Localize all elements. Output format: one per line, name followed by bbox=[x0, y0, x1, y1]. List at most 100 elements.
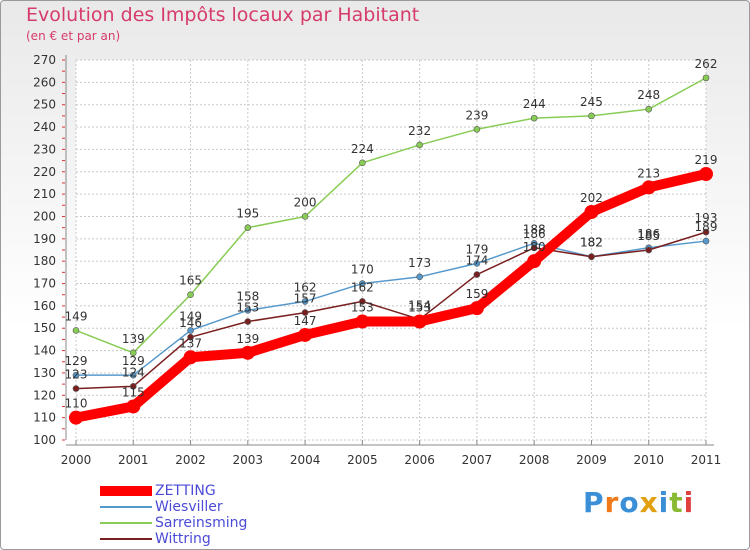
data-label-wittring: 157 bbox=[294, 292, 317, 306]
y-axis-ticks: 100 110 120 130 140 150 160 170 180 190 200 210 220 2… bbox=[33, 53, 65, 447]
x-tick-label: 2009 bbox=[576, 453, 607, 467]
data-label-sarreinsming: 224 bbox=[351, 142, 374, 156]
x-axis-ticks: 2000 2001 2002 2003 2004 2005 2006 2007 2008 2009… bbox=[61, 440, 722, 467]
data-label-wittring: 182 bbox=[580, 236, 603, 250]
data-label-sarreinsming: 262 bbox=[695, 57, 718, 71]
data-label-zetting: 202 bbox=[580, 191, 603, 205]
x-tick-label: 2002 bbox=[175, 453, 206, 467]
point-sarreinsming bbox=[72, 327, 80, 334]
point-wittring bbox=[72, 385, 80, 392]
point-sarreinsming bbox=[645, 105, 653, 113]
y-tick-label: 150 bbox=[33, 321, 56, 335]
legend-label: Sarreinsming bbox=[155, 515, 248, 531]
data-label-wiesviller: 170 bbox=[351, 263, 374, 277]
point-sarreinsming bbox=[359, 159, 366, 167]
data-label-wittring: 123 bbox=[65, 368, 88, 382]
data-label-wittring: 186 bbox=[523, 227, 546, 241]
point-wittring bbox=[244, 318, 252, 325]
data-label-wittring: 162 bbox=[351, 280, 374, 294]
point-sarreinsming bbox=[129, 349, 137, 357]
data-label-zetting: 115 bbox=[122, 385, 145, 399]
data-label-wittring: 174 bbox=[465, 254, 488, 268]
point-zetting bbox=[69, 410, 83, 425]
y-tick-label: 110 bbox=[33, 411, 56, 425]
legend-swatch bbox=[100, 486, 152, 496]
data-label-zetting: 110 bbox=[65, 397, 88, 411]
y-tick-label: 130 bbox=[33, 366, 56, 380]
chart-title: Evolution des Impôts locaux par Habitant bbox=[26, 4, 420, 26]
series-line-zetting bbox=[71, 169, 711, 423]
point-wittring bbox=[187, 333, 194, 341]
x-tick-label: 2010 bbox=[633, 453, 664, 467]
point-zetting bbox=[641, 180, 656, 195]
data-label-zetting: 180 bbox=[523, 240, 546, 254]
point-sarreinsming bbox=[473, 125, 481, 133]
x-tick-label: 2006 bbox=[404, 453, 435, 467]
legend-label: Wiesviller bbox=[155, 499, 223, 515]
data-label-wiesviller: 182 bbox=[580, 236, 603, 250]
data-label-wiesviller: 186 bbox=[637, 227, 660, 241]
data-label-wittring: 146 bbox=[179, 316, 202, 330]
data-label-wiesviller: 129 bbox=[65, 354, 88, 368]
proxiti-logo: Proxiti bbox=[583, 486, 695, 519]
plot-area bbox=[76, 60, 706, 440]
y-tick-label: 210 bbox=[33, 187, 56, 201]
point-wittring bbox=[301, 309, 309, 316]
data-label-sarreinsming: 239 bbox=[465, 108, 488, 122]
data-label-zetting: 159 bbox=[465, 287, 488, 301]
data-label-wiesviller: 173 bbox=[408, 256, 431, 270]
point-zetting bbox=[469, 301, 484, 316]
data-label-zetting: 137 bbox=[179, 336, 202, 350]
point-zetting bbox=[355, 314, 370, 329]
data-label-sarreinsming: 195 bbox=[236, 207, 259, 221]
data-label-sarreinsming: 248 bbox=[637, 88, 660, 102]
point-wittring bbox=[473, 271, 481, 278]
y-tick-label: 190 bbox=[33, 232, 56, 246]
y-tick-label: 140 bbox=[33, 344, 56, 358]
point-zetting bbox=[584, 205, 599, 219]
y-tick-label: 240 bbox=[33, 120, 56, 134]
x-tick-label: 2005 bbox=[347, 453, 378, 467]
x-tick-label: 2003 bbox=[233, 453, 264, 467]
data-label-sarreinsming: 139 bbox=[122, 332, 145, 346]
point-sarreinsming bbox=[301, 213, 309, 220]
point-zetting bbox=[183, 350, 198, 365]
data-label-wittring: 185 bbox=[637, 229, 660, 243]
legend-swatch bbox=[100, 522, 152, 524]
data-label-zetting: 213 bbox=[637, 166, 660, 180]
axes bbox=[65, 55, 714, 446]
legend-label: ZETTING bbox=[155, 483, 216, 499]
y-tick-label: 220 bbox=[33, 165, 56, 179]
data-label-wiesviller: 129 bbox=[122, 354, 145, 368]
y-tick-label: 160 bbox=[33, 299, 56, 313]
chart-subtitle: (en € et par an) bbox=[26, 29, 121, 43]
y-tick-label: 120 bbox=[33, 388, 56, 402]
data-label-zetting: 147 bbox=[294, 314, 317, 328]
point-wiesviller bbox=[473, 260, 481, 267]
data-label-zetting: 139 bbox=[236, 332, 259, 346]
data-label-wiesviller: 188 bbox=[523, 222, 546, 236]
data-label-wiesviller: 162 bbox=[294, 280, 317, 294]
point-sarreinsming bbox=[187, 291, 194, 299]
point-wiesviller bbox=[72, 371, 80, 379]
point-zetting bbox=[240, 345, 255, 360]
data-label-sarreinsming: 200 bbox=[294, 195, 317, 209]
y-tick-label: 180 bbox=[33, 254, 56, 268]
x-tick-label: 2007 bbox=[462, 453, 493, 467]
y-tick-label: 260 bbox=[33, 75, 56, 89]
data-label-sarreinsming: 149 bbox=[65, 309, 88, 323]
series-line-wittring bbox=[75, 231, 707, 390]
data-label-zetting: 153 bbox=[351, 301, 374, 315]
point-wiesviller bbox=[301, 298, 309, 305]
series-lines bbox=[69, 74, 713, 425]
point-wittring bbox=[702, 228, 710, 236]
grid-lines bbox=[75, 59, 707, 441]
point-sarreinsming bbox=[702, 74, 710, 82]
data-label-wiesviller: 158 bbox=[236, 289, 259, 303]
x-tick-label: 2011 bbox=[691, 453, 722, 467]
data-label-wiesviller: 149 bbox=[179, 309, 202, 323]
data-label-zetting: 219 bbox=[695, 153, 718, 167]
data-label-wiesviller: 179 bbox=[465, 242, 488, 256]
